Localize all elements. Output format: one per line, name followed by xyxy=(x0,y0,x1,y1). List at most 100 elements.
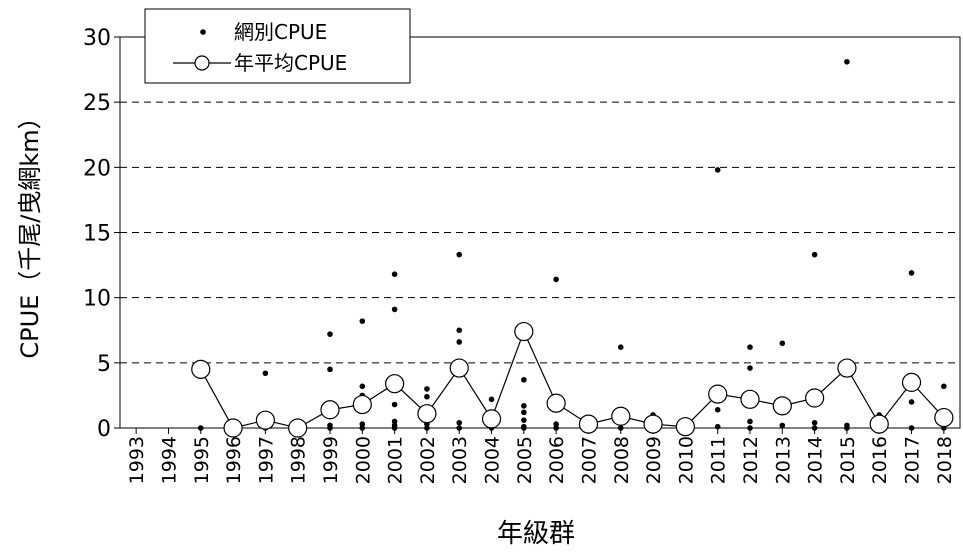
cpue-point xyxy=(714,406,721,413)
x-tick-label: 2010 xyxy=(675,436,697,484)
cpue-point xyxy=(714,423,721,430)
cpue-point xyxy=(197,425,204,431)
average-marker-series xyxy=(191,321,954,438)
average-cpue-marker xyxy=(643,414,663,434)
x-tick-label: 2004 xyxy=(482,436,504,484)
average-cpue-marker xyxy=(320,400,340,420)
cpue-point xyxy=(714,167,721,173)
x-tick-label: 2007 xyxy=(578,436,600,484)
y-tick-label: 20 xyxy=(83,156,111,181)
average-cpue-marker xyxy=(578,414,599,434)
cpue-point xyxy=(456,425,463,431)
x-tick-label: 1995 xyxy=(191,436,213,484)
x-tick-label: 2008 xyxy=(611,436,633,484)
y-tick-label: 5 xyxy=(97,352,111,377)
x-tick-label: 2013 xyxy=(772,436,794,484)
cpue-point xyxy=(747,425,753,431)
average-cpue-marker xyxy=(223,418,243,438)
cpue-point xyxy=(844,425,850,431)
x-tick-label: 2002 xyxy=(417,436,439,484)
cpue-point xyxy=(456,327,463,334)
cpue-point xyxy=(617,425,624,431)
y-axis: 0 5 10 15 20 25 30 xyxy=(83,26,120,442)
x-tick-label: 2012 xyxy=(740,436,762,484)
cpue-point xyxy=(553,276,559,283)
legend-line-marker xyxy=(194,55,210,71)
x-tick-label: 2017 xyxy=(902,436,924,484)
legend-scatter-label: 網別CPUE xyxy=(234,20,327,44)
cpue-point xyxy=(424,425,430,431)
cpue-point xyxy=(521,409,527,416)
average-cpue-marker xyxy=(837,358,857,378)
cpue-point xyxy=(747,344,753,350)
cpue-point xyxy=(521,417,527,423)
cpue-point xyxy=(941,383,947,390)
cpue-point xyxy=(262,370,269,377)
cpue-point xyxy=(456,251,463,258)
cpue-point xyxy=(811,425,818,431)
cpue-point xyxy=(779,422,786,429)
cpue-point xyxy=(359,383,366,390)
x-tick-label: 1993 xyxy=(126,436,148,484)
cpue-point xyxy=(553,425,559,431)
cpue-point xyxy=(488,396,495,403)
cpue-point xyxy=(391,306,398,313)
average-cpue-line xyxy=(200,329,945,429)
average-cpue-marker xyxy=(901,372,922,392)
y-tick-label: 30 xyxy=(83,26,111,51)
y-axis-label: CPUE（千尾/曳網km） xyxy=(16,105,44,358)
cpue-point xyxy=(424,393,430,400)
average-cpue-marker xyxy=(740,389,760,409)
y-tick-label: 10 xyxy=(83,287,111,312)
x-tick-label: 2018 xyxy=(934,436,956,484)
x-tick-label: 1996 xyxy=(223,436,245,484)
x-tick-label: 2006 xyxy=(546,436,568,484)
cpue-point xyxy=(327,366,333,373)
cpue-point xyxy=(521,425,527,431)
legend-scatter-marker xyxy=(200,29,206,35)
cpue-point xyxy=(424,386,430,392)
cpue-point xyxy=(456,339,463,345)
average-cpue-marker xyxy=(352,394,372,415)
average-cpue-marker xyxy=(449,358,469,378)
x-tick-label: 2009 xyxy=(643,436,665,484)
cpue-point xyxy=(811,419,818,426)
x-tick-label: 2016 xyxy=(869,436,891,484)
x-tick-label: 1997 xyxy=(255,436,277,484)
y-tick-label: 25 xyxy=(83,91,111,116)
x-tick-label: 2011 xyxy=(708,436,730,484)
legend: 網別CPUE 年平均CPUE xyxy=(144,8,411,84)
x-tick-label: 2014 xyxy=(805,436,827,484)
x-axis-label: 年級群 xyxy=(497,519,575,549)
x-tick-label: 1994 xyxy=(158,436,180,484)
average-cpue-marker xyxy=(546,393,566,413)
cpue-point xyxy=(553,421,559,427)
x-tick-label: 2000 xyxy=(352,436,374,484)
average-cpue-marker xyxy=(288,418,308,438)
cpue-point xyxy=(811,251,818,258)
cpue-point xyxy=(391,425,398,431)
x-tick-label: 1999 xyxy=(320,436,342,484)
x-tick-label: 2001 xyxy=(385,436,407,484)
average-cpue-marker xyxy=(869,414,889,434)
cpue-point xyxy=(779,340,786,347)
cpue-point xyxy=(908,425,915,431)
average-cpue-marker xyxy=(385,374,405,394)
average-cpue-marker xyxy=(255,410,275,430)
cpue-point xyxy=(521,403,527,409)
x-tick-label: 2003 xyxy=(449,436,471,484)
cpue-point xyxy=(617,344,624,350)
average-line-series xyxy=(200,329,945,429)
average-cpue-marker xyxy=(675,417,695,437)
average-cpue-marker xyxy=(934,407,954,428)
cpue-point xyxy=(456,419,463,426)
cpue-point xyxy=(359,425,366,431)
cpue-point xyxy=(391,271,398,278)
cpue-point xyxy=(521,376,527,383)
average-cpue-marker xyxy=(708,384,728,404)
cpue-point xyxy=(747,365,753,371)
cpue-point xyxy=(359,318,366,324)
average-cpue-marker xyxy=(481,409,502,429)
